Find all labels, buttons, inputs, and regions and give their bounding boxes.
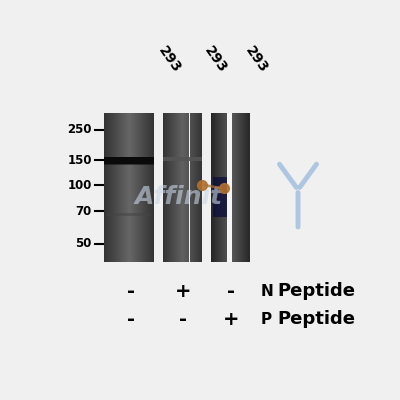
Text: 100: 100: [68, 178, 92, 192]
Bar: [107, 113, 108, 262]
Bar: [149, 113, 150, 262]
Bar: [107, 213, 151, 216]
Bar: [115, 113, 116, 262]
Text: Peptide: Peptide: [278, 282, 356, 300]
Bar: [114, 113, 115, 262]
Bar: [135, 113, 136, 262]
Bar: [117, 113, 118, 262]
Bar: [137, 113, 138, 262]
Text: 250: 250: [67, 123, 92, 136]
Bar: [138, 113, 139, 262]
Text: Peptide: Peptide: [278, 310, 356, 328]
Text: -: -: [127, 310, 135, 328]
Bar: [104, 162, 154, 165]
Bar: [120, 113, 121, 262]
Bar: [141, 113, 142, 262]
Bar: [150, 113, 151, 262]
Bar: [112, 113, 113, 262]
Bar: [119, 113, 120, 262]
Text: N: N: [261, 284, 274, 299]
Bar: [106, 113, 107, 262]
Text: P: P: [261, 312, 272, 326]
Bar: [127, 113, 128, 262]
Bar: [109, 113, 110, 262]
Bar: [145, 113, 146, 262]
Bar: [146, 113, 147, 262]
Bar: [131, 113, 132, 262]
Bar: [125, 113, 126, 262]
Bar: [118, 113, 119, 262]
Bar: [152, 113, 153, 262]
Bar: [151, 113, 152, 262]
Bar: [129, 113, 130, 262]
Bar: [126, 113, 127, 262]
Bar: [108, 113, 109, 262]
Bar: [105, 113, 106, 262]
Text: +: +: [175, 282, 192, 301]
Bar: [113, 113, 114, 262]
Text: -: -: [227, 282, 235, 301]
Text: -: -: [179, 310, 187, 328]
Bar: [144, 113, 145, 262]
Text: 293: 293: [155, 44, 184, 76]
Text: -: -: [127, 282, 135, 301]
Text: 70: 70: [76, 205, 92, 218]
Bar: [116, 113, 117, 262]
Text: 50: 50: [76, 237, 92, 250]
Bar: [104, 113, 105, 262]
Bar: [153, 113, 154, 262]
Bar: [121, 113, 122, 262]
Bar: [142, 113, 143, 262]
Bar: [123, 113, 124, 262]
Bar: [133, 113, 134, 262]
Bar: [128, 113, 129, 262]
Bar: [213, 177, 228, 218]
Bar: [122, 113, 123, 262]
Bar: [110, 113, 111, 262]
Bar: [124, 113, 125, 262]
Text: 150: 150: [67, 154, 92, 167]
Text: Affinit: Affinit: [134, 185, 223, 209]
Bar: [104, 157, 154, 164]
Bar: [228, 113, 232, 262]
Bar: [132, 113, 133, 262]
Bar: [147, 113, 148, 262]
Text: +: +: [223, 310, 240, 328]
Text: 293: 293: [202, 44, 230, 76]
Bar: [163, 157, 202, 161]
Bar: [148, 113, 149, 262]
Bar: [140, 113, 141, 262]
Bar: [139, 113, 140, 262]
Bar: [136, 113, 137, 262]
Bar: [130, 113, 131, 262]
Bar: [134, 113, 135, 262]
Bar: [143, 113, 144, 262]
Bar: [111, 113, 112, 262]
Text: 293: 293: [242, 44, 270, 76]
